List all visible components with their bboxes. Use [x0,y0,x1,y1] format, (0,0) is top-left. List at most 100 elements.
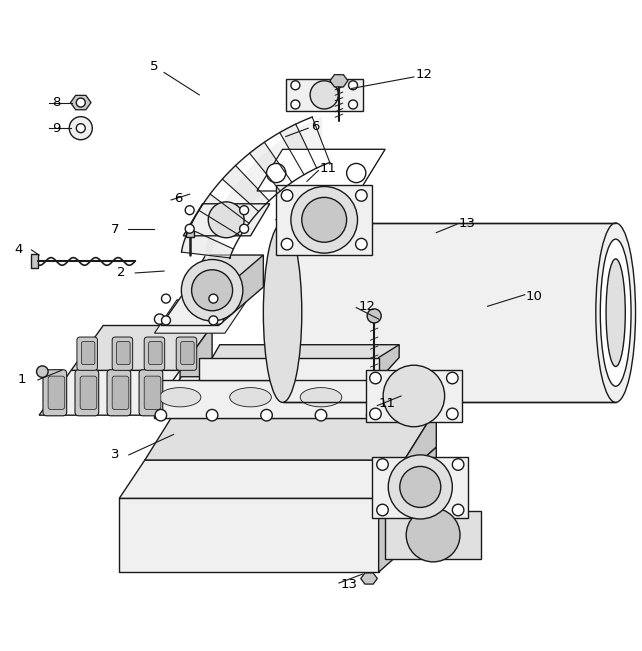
Polygon shape [155,380,404,419]
Text: 6: 6 [173,192,182,205]
Polygon shape [182,229,233,258]
Polygon shape [379,447,437,572]
Polygon shape [161,294,241,326]
Text: 12: 12 [358,299,375,312]
Polygon shape [31,254,38,268]
Circle shape [349,100,358,109]
Circle shape [367,309,381,323]
Ellipse shape [600,239,631,386]
Circle shape [69,117,92,140]
FancyBboxPatch shape [180,342,194,365]
Polygon shape [361,573,377,584]
Circle shape [209,316,218,325]
Text: 8: 8 [52,96,60,109]
Circle shape [377,505,388,516]
FancyBboxPatch shape [77,337,98,370]
Ellipse shape [263,223,302,402]
Polygon shape [39,370,180,415]
Text: 2: 2 [117,266,126,279]
Circle shape [208,202,244,238]
FancyBboxPatch shape [176,337,196,370]
Polygon shape [145,409,437,460]
FancyBboxPatch shape [80,376,97,409]
Circle shape [185,225,194,233]
Polygon shape [280,124,317,174]
Circle shape [406,508,460,562]
Polygon shape [199,345,399,380]
Text: 4: 4 [15,243,23,256]
Ellipse shape [370,387,412,407]
Polygon shape [186,230,193,237]
Circle shape [239,225,248,233]
Circle shape [356,189,367,201]
Text: 7: 7 [110,223,119,236]
Polygon shape [71,95,91,110]
Circle shape [315,409,327,421]
Polygon shape [183,204,270,236]
Polygon shape [257,149,385,191]
Circle shape [261,409,272,421]
Polygon shape [366,370,462,422]
FancyBboxPatch shape [107,370,131,416]
FancyBboxPatch shape [82,342,95,365]
Polygon shape [71,326,212,370]
FancyBboxPatch shape [112,376,129,409]
Text: 12: 12 [416,68,433,81]
FancyBboxPatch shape [117,342,130,365]
Polygon shape [250,142,292,191]
Polygon shape [330,75,348,87]
Circle shape [76,124,85,133]
Ellipse shape [596,223,636,402]
Circle shape [181,260,243,321]
FancyBboxPatch shape [112,337,133,370]
Ellipse shape [300,387,342,407]
Circle shape [291,100,300,109]
Circle shape [37,366,48,378]
Circle shape [281,238,293,250]
FancyBboxPatch shape [75,370,99,416]
Circle shape [447,408,458,420]
Polygon shape [180,326,212,415]
Ellipse shape [606,259,625,367]
Circle shape [155,409,167,421]
FancyBboxPatch shape [144,376,161,409]
Text: 11: 11 [320,162,336,175]
Circle shape [349,81,358,90]
Polygon shape [155,377,431,419]
Circle shape [162,294,171,303]
Circle shape [162,316,171,325]
Polygon shape [218,255,263,326]
Circle shape [367,409,378,421]
Circle shape [310,81,338,109]
Text: 9: 9 [52,122,60,135]
Polygon shape [222,165,269,212]
Polygon shape [385,511,481,559]
Circle shape [302,197,347,242]
Circle shape [281,189,293,201]
Circle shape [209,294,218,303]
Polygon shape [199,357,379,380]
Circle shape [370,372,381,384]
Polygon shape [372,457,469,518]
Polygon shape [282,223,616,402]
Circle shape [356,238,367,250]
Text: 1: 1 [18,374,26,387]
Text: 3: 3 [110,449,119,462]
Circle shape [206,409,218,421]
Circle shape [266,163,286,183]
Polygon shape [286,79,363,111]
Circle shape [239,206,248,215]
Text: 13: 13 [459,217,476,230]
Circle shape [76,98,85,107]
Circle shape [191,270,232,311]
Circle shape [347,163,366,183]
FancyBboxPatch shape [139,370,163,416]
Circle shape [453,459,464,470]
Polygon shape [155,300,247,333]
Circle shape [155,314,165,324]
Circle shape [447,372,458,384]
Polygon shape [199,194,249,236]
Text: 5: 5 [150,59,159,72]
Polygon shape [379,409,437,499]
Text: 11: 11 [379,397,395,410]
